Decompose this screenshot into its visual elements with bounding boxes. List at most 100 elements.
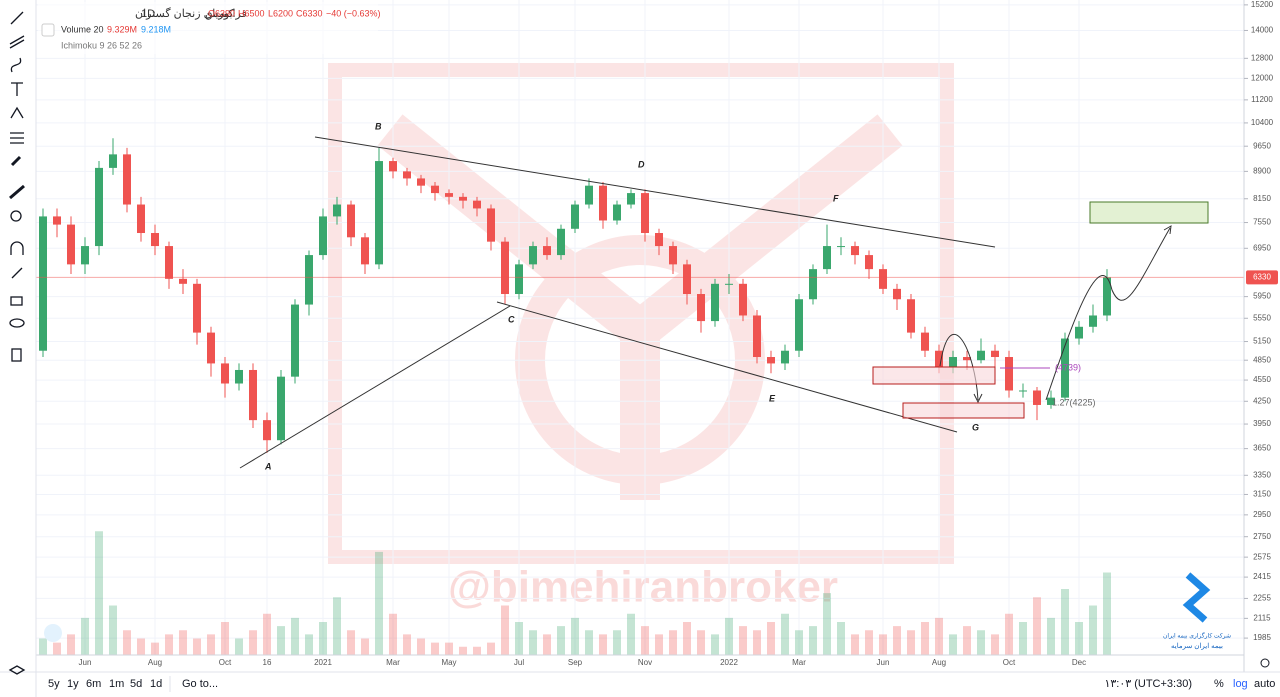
range-button[interactable]: 6m: [86, 678, 101, 690]
candle-body: [949, 357, 957, 367]
candle-body: [781, 350, 789, 364]
candle-body: [641, 193, 649, 234]
y-tick-label: 5950: [1253, 292, 1271, 301]
x-tick-label: Oct: [219, 658, 232, 667]
volume-bar: [529, 630, 537, 655]
volume-bar: [207, 634, 215, 655]
volume-bar: [837, 622, 845, 655]
y-tick-label: 2115: [1253, 613, 1271, 622]
x-tick-label: Aug: [932, 658, 946, 667]
log-button[interactable]: log: [1233, 678, 1248, 690]
range-button[interactable]: 5y: [48, 678, 60, 690]
volume-bar: [1047, 617, 1055, 655]
volume-bar: [179, 630, 187, 655]
ohlc-low: L6200: [268, 8, 293, 18]
tool-icon[interactable]: [9, 184, 25, 200]
tool-icon[interactable]: [8, 665, 26, 675]
candle-body: [1089, 315, 1097, 327]
zone-box: [902, 402, 1025, 419]
arrow-head: [973, 393, 983, 404]
candle-body: [403, 171, 411, 179]
level-label: 1.27(4225): [1052, 397, 1096, 407]
ohlc-open: O6390: [208, 8, 235, 18]
goto-button[interactable]: Go to...: [182, 678, 218, 690]
volume-bar: [361, 638, 369, 655]
x-tick-label: Jun: [79, 658, 92, 667]
legend-bg: [38, 2, 378, 54]
y-tick-label: 3150: [1253, 490, 1271, 499]
candle-body: [431, 185, 439, 194]
tool-icon[interactable]: [10, 296, 23, 306]
range-button[interactable]: 1m: [109, 678, 124, 690]
candle-body: [1103, 277, 1111, 316]
volume-bar: [585, 630, 593, 655]
settings-button[interactable]: [1260, 658, 1270, 668]
cloud-button[interactable]: [44, 624, 62, 642]
y-tick-label: 7550: [1253, 218, 1271, 227]
volume-bar: [963, 626, 971, 655]
tool-icon[interactable]: [10, 155, 22, 167]
symbol: کیمیای زنجان گستران: [135, 7, 235, 20]
volume-bar: [1103, 572, 1111, 655]
volume-bar: [263, 613, 271, 655]
volume-bar: [319, 622, 327, 655]
candle-body: [697, 294, 705, 322]
tool-icon[interactable]: [11, 267, 23, 279]
tool-icon[interactable]: [11, 348, 22, 362]
volume-bar: [725, 617, 733, 655]
point-label: F: [833, 193, 839, 203]
volume-bar: [1005, 613, 1013, 655]
volume-bar: [991, 634, 999, 655]
tool-icon[interactable]: [10, 106, 24, 119]
tool-icon[interactable]: [10, 11, 24, 25]
tool-icon[interactable]: [9, 318, 25, 328]
candle-body: [1047, 397, 1055, 405]
volume-bar: [879, 634, 887, 655]
volume-bar: [417, 638, 425, 655]
candle-body: [543, 246, 551, 256]
plot-area: [36, 0, 1244, 655]
clock[interactable]: ۱۳:۰۳ (UTC+3:30): [1104, 678, 1192, 690]
range-button[interactable]: 1y: [67, 678, 79, 690]
tool-icon[interactable]: [10, 210, 22, 222]
percent-button[interactable]: %: [1214, 678, 1224, 690]
candle-body: [67, 224, 75, 265]
candle-body: [165, 246, 173, 279]
candle-body: [585, 185, 593, 205]
candle-body: [1075, 326, 1083, 339]
collapse-button[interactable]: [41, 23, 55, 37]
volume-bar: [333, 597, 341, 655]
auto-button[interactable]: auto: [1254, 678, 1275, 690]
point-label: E: [769, 393, 776, 403]
range-button[interactable]: 1d: [150, 678, 162, 690]
x-tick-label: 2021: [314, 658, 332, 667]
volume-bar: [669, 630, 677, 655]
candle-body: [977, 350, 985, 361]
candle-body: [865, 255, 873, 270]
tool-icon[interactable]: [10, 57, 22, 73]
volume-bar: [123, 630, 131, 655]
watermark-logo: [328, 63, 954, 564]
candle-body: [137, 204, 145, 234]
candle-body: [221, 363, 229, 384]
trend-line: [239, 305, 511, 469]
tool-icon[interactable]: [10, 132, 24, 144]
y-tick-label: 5150: [1253, 337, 1271, 346]
range-button[interactable]: 5d: [130, 678, 142, 690]
tool-icon[interactable]: [10, 241, 24, 255]
trend-line: [496, 301, 958, 433]
candle-body: [459, 196, 467, 201]
candle-body: [193, 283, 201, 333]
volume-bar: [627, 613, 635, 655]
tool-icon[interactable]: [11, 82, 23, 96]
candle-body: [417, 178, 425, 186]
volume-bar: [753, 630, 761, 655]
volume-bar: [109, 605, 117, 655]
tool-icon[interactable]: [9, 35, 25, 49]
x-tick-label: Jun: [877, 658, 890, 667]
y-tick-label: 12000: [1251, 74, 1274, 83]
ohlc-high: H6500: [238, 8, 265, 18]
volume-bar: [375, 551, 383, 655]
volume-bar: [221, 622, 229, 655]
x-tick-label: Nov: [638, 658, 652, 667]
